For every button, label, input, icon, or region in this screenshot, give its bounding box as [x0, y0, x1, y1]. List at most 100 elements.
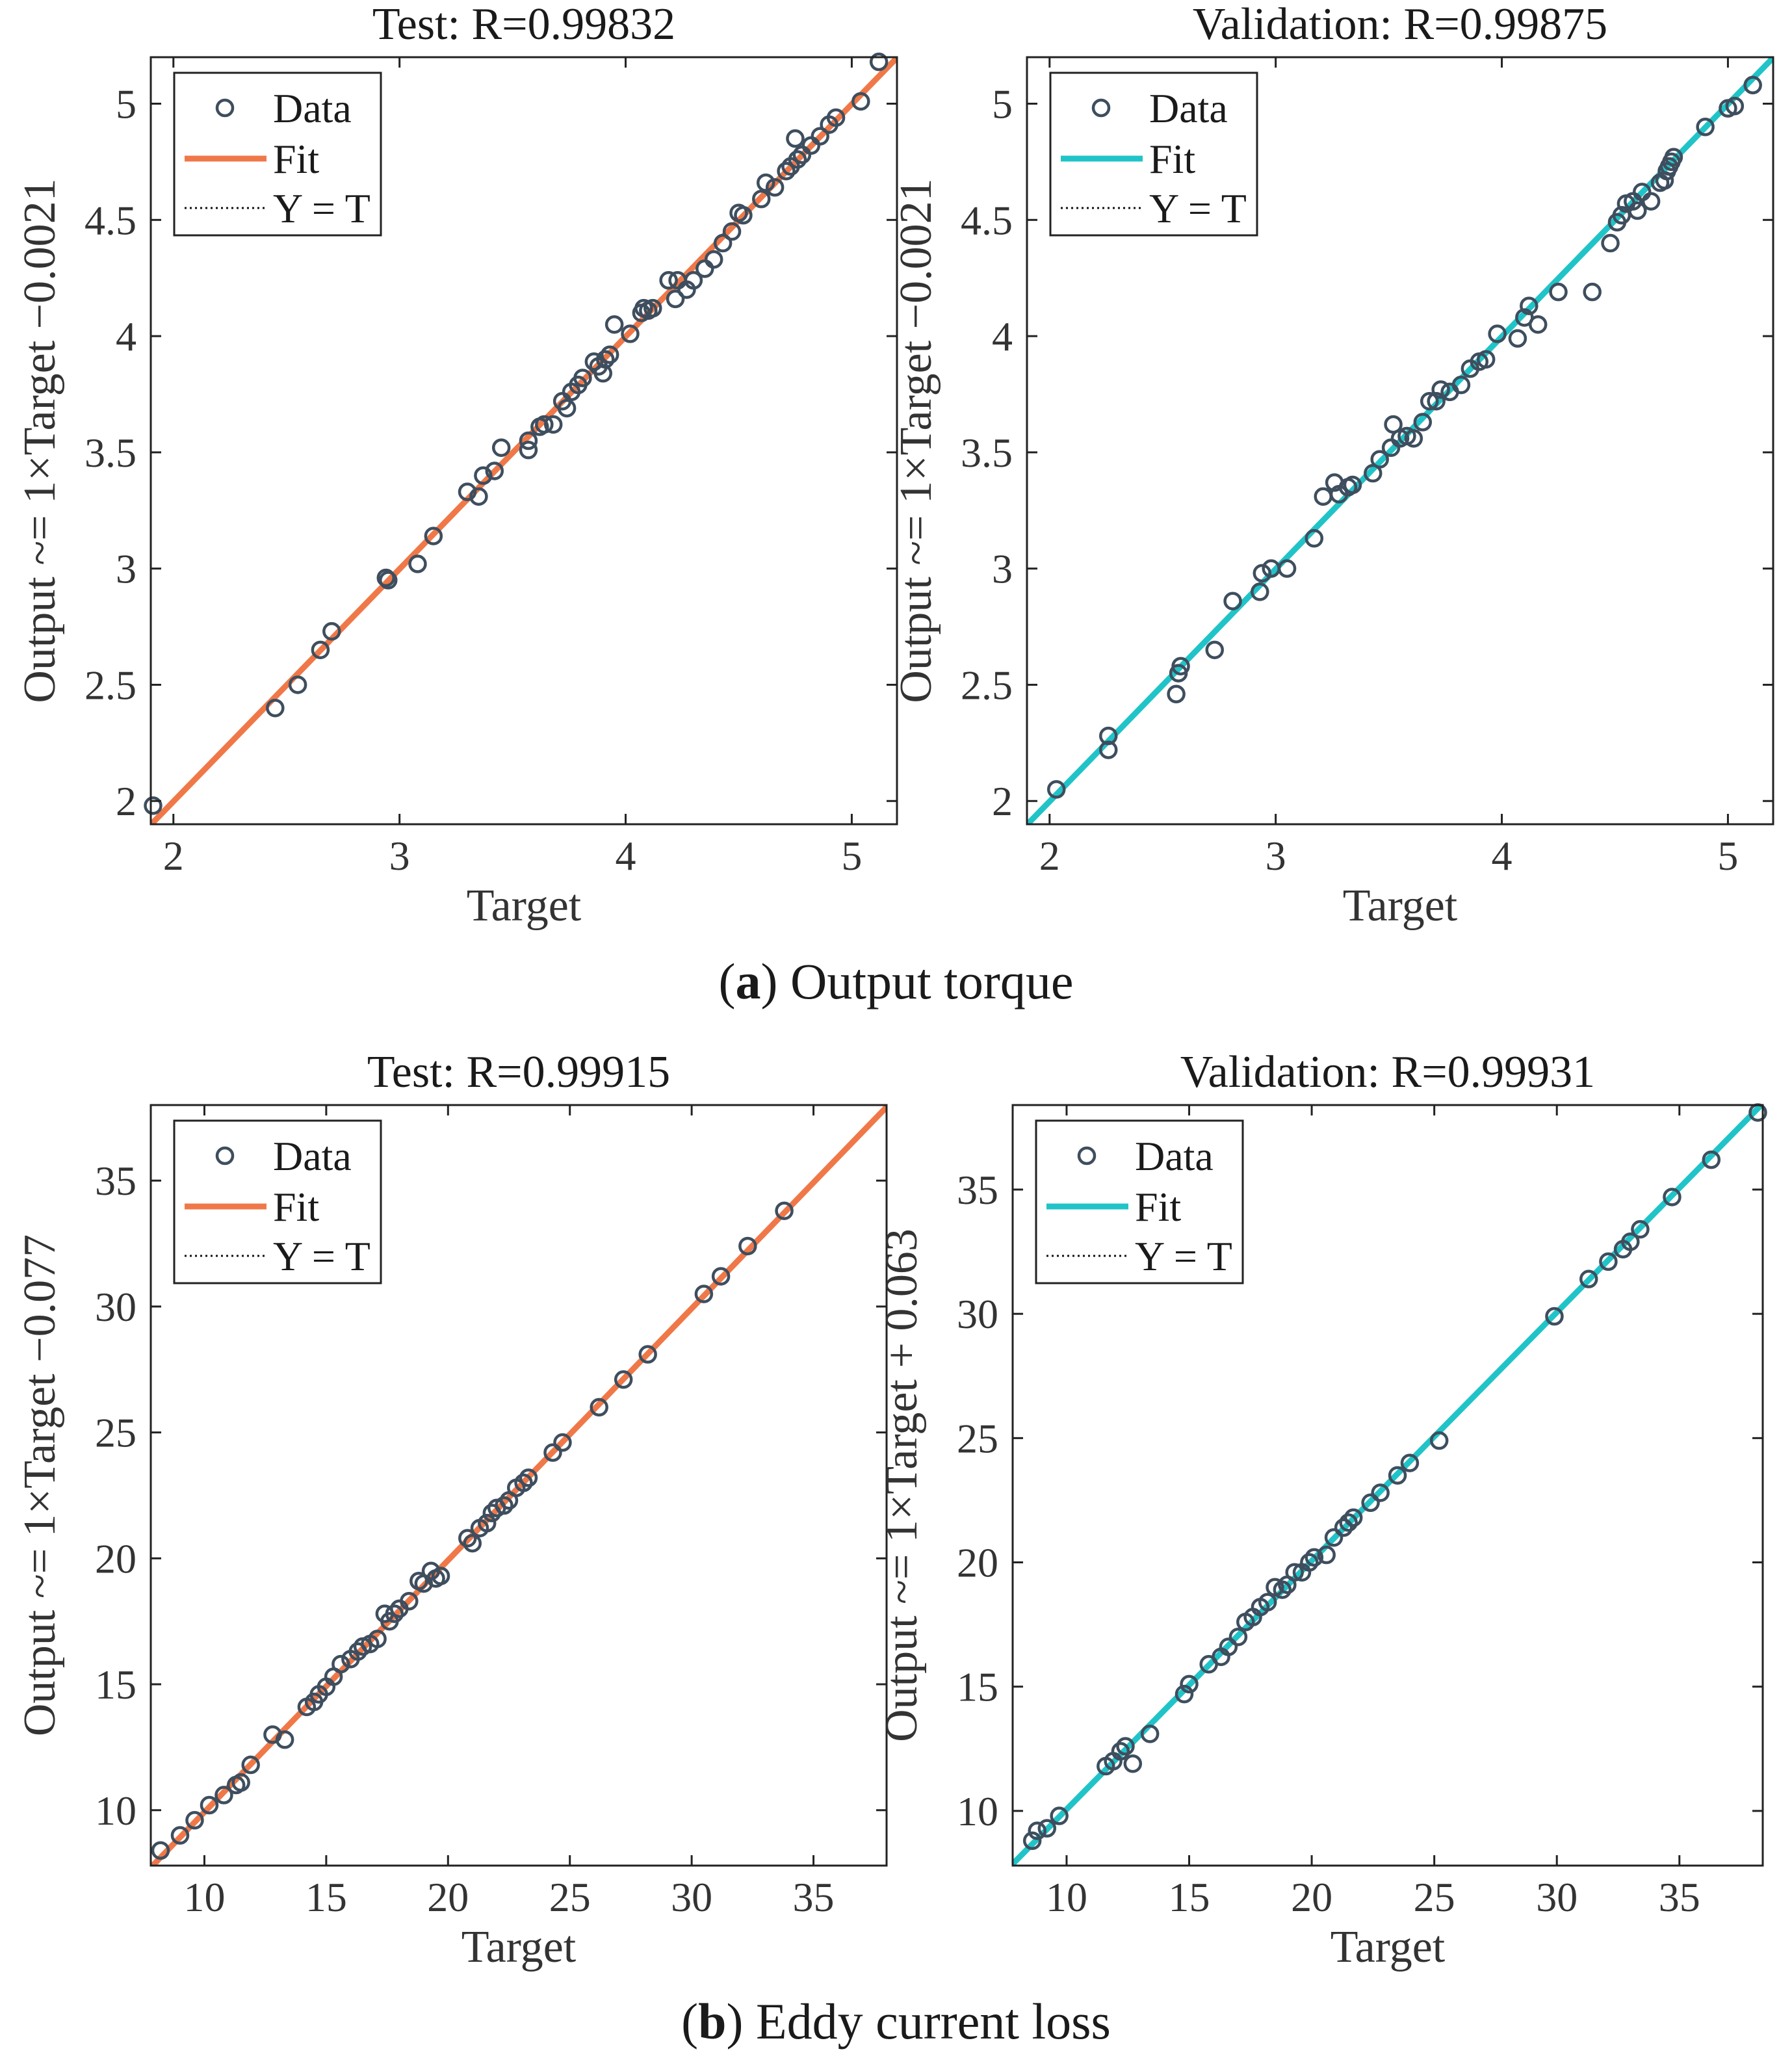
data-point — [200, 1795, 219, 1815]
data-point — [478, 1513, 497, 1533]
data-point — [1253, 564, 1272, 583]
data-point — [1277, 559, 1297, 578]
data-point — [557, 398, 577, 418]
data-point — [584, 352, 604, 371]
data-point — [408, 554, 427, 573]
data-point — [1317, 1545, 1336, 1565]
legend-box — [173, 1119, 382, 1284]
data-point — [1628, 201, 1647, 220]
data-point — [1300, 1553, 1319, 1572]
data-point — [151, 1841, 170, 1860]
legend-label: Y = T — [1135, 1233, 1232, 1279]
chart-panel-3: Test: R=0.99915 10 15 20 25 30 35 10 15 20 25 30 35 T… — [15, 1047, 888, 1972]
data-point — [595, 350, 615, 369]
caption-a-letter: a — [735, 953, 761, 1009]
data-point — [1022, 1831, 1042, 1851]
data-point — [1305, 1548, 1324, 1567]
data-point — [1098, 740, 1118, 759]
data-point — [777, 161, 796, 181]
data-point — [1599, 1252, 1618, 1271]
y-tick-label: 20 — [957, 1540, 998, 1586]
caption-b: (b) Eddy current loss — [681, 1993, 1111, 2050]
data-point — [643, 298, 662, 318]
axes-box — [149, 1104, 888, 1867]
legend-label: Fit — [1135, 1184, 1181, 1230]
data-point — [170, 1826, 190, 1845]
data-point — [1361, 1493, 1380, 1513]
data-point — [600, 345, 619, 364]
data-point — [1549, 282, 1568, 302]
y-tick-label: 3 — [116, 546, 136, 592]
x-tick-label: 35 — [1659, 1874, 1700, 1920]
x-axis-label: Target — [461, 1922, 577, 1972]
data-point — [1725, 96, 1745, 116]
x-axis-label: Target — [1343, 881, 1458, 931]
data-point — [1314, 487, 1332, 506]
data-point — [811, 127, 829, 146]
data-point — [424, 527, 443, 545]
data-point — [756, 173, 775, 192]
data-point — [1520, 296, 1539, 315]
data-point — [711, 1267, 731, 1286]
data-point — [704, 250, 723, 269]
data-point — [288, 675, 307, 694]
data-point — [1488, 324, 1507, 343]
y-tick-label: 5 — [992, 81, 1013, 127]
data-point — [1258, 1593, 1277, 1611]
legend-label: Fit — [1149, 136, 1195, 182]
data-point — [1621, 1232, 1640, 1251]
data-point — [752, 189, 771, 209]
y-tick-label: 35 — [95, 1158, 136, 1204]
data-point — [514, 1473, 533, 1492]
data-point — [869, 52, 889, 72]
data-point — [431, 1567, 450, 1585]
data-point — [275, 1730, 294, 1749]
legend-label: Y = T — [273, 185, 370, 231]
data-point — [1702, 1150, 1721, 1169]
data-point — [826, 108, 846, 127]
data-point — [1219, 1637, 1238, 1656]
data-points — [1022, 1103, 1767, 1851]
caption-b-text: Eddy current loss — [743, 1993, 1111, 2050]
data-point — [1641, 192, 1661, 211]
data-point — [694, 1284, 714, 1303]
data-point — [1429, 1431, 1449, 1450]
data-point — [573, 369, 592, 387]
chart-title: Test: R=0.99915 — [367, 1047, 670, 1097]
data-point — [1037, 1819, 1057, 1838]
legend-label: Y = T — [273, 1233, 370, 1279]
chart-title: Validation: R=0.99931 — [1180, 1047, 1595, 1097]
data-point — [1343, 475, 1362, 495]
x-tick-label: 30 — [1536, 1874, 1578, 1920]
y-tick-label: 4 — [992, 313, 1013, 359]
y-tick-label: 2 — [116, 778, 136, 824]
data-point — [1123, 1754, 1143, 1773]
x-tick-label: 10 — [183, 1874, 225, 1920]
caption-a: (a) Output torque — [718, 953, 1074, 1009]
x-tick-label: 5 — [841, 833, 862, 879]
y-tick-label: 4.5 — [84, 197, 136, 243]
data-point — [1339, 1513, 1358, 1532]
axes-box — [1011, 1104, 1764, 1867]
y-tick-label: 15 — [95, 1661, 136, 1708]
chart-panel-2: Validation: R=0.99875 2 3 4 5 2 2.5 3 3.5 4 4.5 5 Ta… — [891, 0, 1774, 931]
data-point — [543, 415, 563, 434]
data-point — [638, 1345, 657, 1364]
x-tick-label: 35 — [793, 1874, 835, 1920]
y-tick-label: 10 — [95, 1788, 136, 1834]
data-point — [1251, 582, 1269, 601]
data-point — [241, 1755, 260, 1775]
data-point — [1545, 1307, 1564, 1326]
x-tick-label: 2 — [1039, 833, 1060, 879]
data-point — [1664, 148, 1683, 167]
data-point — [474, 466, 493, 485]
data-point — [469, 487, 488, 506]
x-axis-label: Target — [467, 881, 582, 931]
data-point — [621, 324, 640, 343]
data-point — [604, 315, 624, 334]
y-axis-label: Output ~= 1×Target −0.077 — [15, 1234, 65, 1736]
axes-box — [149, 56, 898, 826]
data-point — [311, 640, 330, 660]
